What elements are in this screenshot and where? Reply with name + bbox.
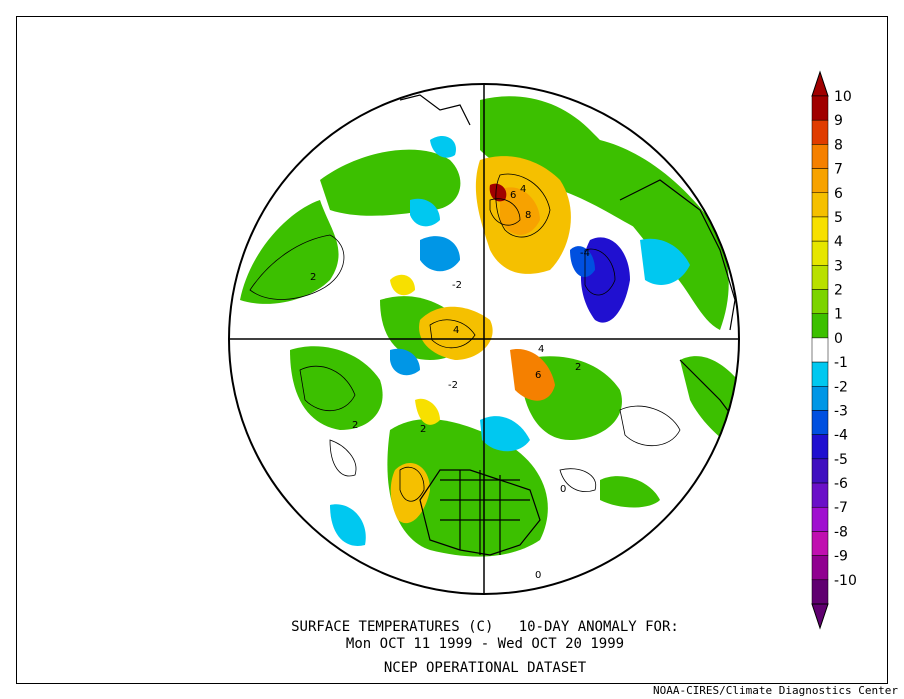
colorbar-label: 3 [834,258,843,274]
colorbar-label: 5 [834,210,843,226]
colorbar-label: 0 [834,331,843,347]
contour-label: 4 [520,184,526,195]
contour-label: 4 [538,344,544,355]
contour-label-group: 2 4 6 8 -2 -4 2 2 4 4 6 -2 0 2 0 [310,184,590,581]
contour-label: -2 [448,380,458,391]
anomaly-fills [240,96,738,557]
contour-label: -4 [580,248,590,259]
colorbar-swatch [811,289,829,314]
colorbar-label: 8 [834,137,843,153]
colorbar-label: -8 [834,524,848,540]
contour-label: 0 [535,570,541,581]
colorbar-swatch [811,240,829,266]
colorbar-arrow-top [811,70,829,97]
map-disc: 2 4 6 8 -2 -4 2 2 4 4 6 -2 0 2 0 [229,84,739,594]
colorbar-swatch [811,458,829,484]
colorbar-swatch [811,313,829,339]
contour-label: 8 [525,210,531,221]
contour-label: 2 [420,424,426,435]
credit-label: NOAA-CIRES/Climate Diagnostics Center [652,684,898,697]
contour-label: 0 [560,484,566,495]
colorbar-swatch [811,386,829,411]
contour-label: 2 [575,362,581,373]
colorbar-label: 9 [834,113,843,129]
colorbar-label: -9 [834,549,848,565]
colorbar-label: 7 [834,162,843,178]
colorbar-label: -4 [834,428,848,444]
colorbar-label: -10 [834,573,857,589]
contour-label: 2 [352,420,358,431]
contour-label: 6 [510,190,516,201]
colorbar-swatch [811,555,829,581]
graticule [229,84,739,594]
colorbar-swatch [811,506,829,532]
colorbar-swatch [811,482,829,508]
colorbar-label: 1 [834,307,843,323]
colorbar-label: -3 [834,403,848,419]
map-boundary [228,83,740,595]
colorbar-swatch [811,265,829,290]
colorbar-swatch [811,192,829,218]
map-title: SURFACE TEMPERATURES (C) 10-DAY ANOMALY … [291,619,679,635]
contour-label: -2 [452,280,462,291]
colorbar-label: 10 [834,89,852,105]
dataset-label: NCEP OPERATIONAL DATASET [383,660,587,676]
colorbar-swatch [811,531,829,556]
colorbar-swatch [811,361,829,387]
contour-label: 6 [535,370,541,381]
contour-lines [249,173,681,502]
colorbar-label: 2 [834,283,843,299]
colorbar-label: -2 [834,379,848,395]
colorbar-label: -6 [834,476,848,492]
colorbar-swatch [811,168,829,194]
colorbar-swatch [811,337,829,363]
coastlines [399,94,736,556]
plot-frame [16,16,888,684]
colorbar-swatch [811,579,829,605]
colorbar-swatch [811,216,829,242]
colorbar-swatch [811,434,829,460]
colorbar-arrow-bottom [811,603,829,630]
colorbar-label: 6 [834,186,843,202]
date-range: Mon OCT 11 1999 - Wed OCT 20 1999 [345,636,625,652]
colorbar-label: -7 [834,500,848,516]
colorbar-label: 4 [834,234,843,250]
colorbar-label: -5 [834,452,848,468]
contour-label: 4 [453,325,459,336]
colorbar-swatch [811,95,829,121]
colorbar-swatch [811,144,829,169]
colorbar-swatch [811,410,829,435]
colorbar-label: -1 [834,355,848,371]
contour-label: 2 [310,272,316,283]
colorbar-swatch [811,119,829,145]
